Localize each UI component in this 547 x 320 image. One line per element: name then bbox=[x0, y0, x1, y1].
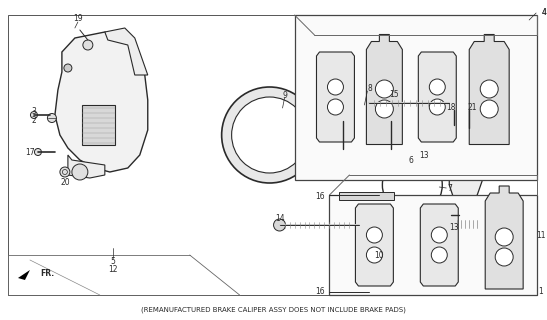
Text: 2: 2 bbox=[32, 116, 36, 124]
Polygon shape bbox=[485, 186, 523, 289]
Circle shape bbox=[83, 40, 93, 50]
Circle shape bbox=[48, 114, 56, 123]
Circle shape bbox=[60, 167, 70, 177]
Text: 18: 18 bbox=[446, 102, 456, 111]
Polygon shape bbox=[420, 204, 458, 286]
Ellipse shape bbox=[344, 121, 375, 149]
Circle shape bbox=[375, 100, 393, 118]
Circle shape bbox=[64, 64, 72, 72]
Circle shape bbox=[495, 228, 513, 246]
Circle shape bbox=[222, 87, 317, 183]
Polygon shape bbox=[356, 204, 393, 286]
Text: 11: 11 bbox=[537, 230, 546, 239]
Circle shape bbox=[231, 97, 307, 173]
Text: 12: 12 bbox=[108, 266, 118, 275]
Circle shape bbox=[31, 111, 37, 118]
Circle shape bbox=[480, 100, 498, 118]
Polygon shape bbox=[469, 35, 509, 145]
Polygon shape bbox=[55, 32, 148, 172]
Circle shape bbox=[427, 244, 435, 252]
Text: 1: 1 bbox=[538, 287, 543, 297]
Bar bbox=[340, 192, 394, 200]
Circle shape bbox=[366, 247, 382, 263]
Circle shape bbox=[398, 129, 426, 157]
Polygon shape bbox=[294, 15, 537, 180]
Text: 4: 4 bbox=[542, 7, 546, 17]
Text: 16: 16 bbox=[315, 287, 324, 297]
Polygon shape bbox=[317, 52, 354, 142]
Ellipse shape bbox=[328, 121, 359, 149]
Text: 4: 4 bbox=[541, 7, 546, 17]
Polygon shape bbox=[366, 35, 403, 145]
Circle shape bbox=[391, 121, 434, 165]
Circle shape bbox=[34, 148, 42, 156]
Circle shape bbox=[431, 227, 447, 243]
Text: 13: 13 bbox=[450, 222, 459, 231]
Circle shape bbox=[429, 99, 445, 115]
Polygon shape bbox=[105, 28, 148, 75]
Circle shape bbox=[274, 219, 286, 231]
Text: 19: 19 bbox=[73, 13, 83, 22]
Text: 5: 5 bbox=[110, 258, 115, 267]
Text: 15: 15 bbox=[389, 90, 399, 99]
Text: (REMANUFACTURED BRAKE CALIPER ASSY DOES NOT INCLUDE BRAKE PADS): (REMANUFACTURED BRAKE CALIPER ASSY DOES … bbox=[141, 307, 405, 313]
Text: 8: 8 bbox=[367, 84, 372, 92]
Circle shape bbox=[72, 164, 88, 180]
Text: 13: 13 bbox=[420, 150, 429, 159]
Circle shape bbox=[464, 110, 474, 120]
Text: 9: 9 bbox=[282, 91, 287, 100]
Circle shape bbox=[366, 227, 382, 243]
Polygon shape bbox=[18, 270, 30, 280]
Circle shape bbox=[441, 95, 457, 111]
Text: 21: 21 bbox=[468, 102, 477, 111]
Text: 17: 17 bbox=[25, 148, 35, 156]
Text: 16: 16 bbox=[315, 191, 324, 201]
Text: FR.: FR. bbox=[40, 269, 54, 278]
Circle shape bbox=[429, 79, 445, 95]
Circle shape bbox=[375, 80, 393, 98]
Text: 20: 20 bbox=[60, 178, 69, 187]
Polygon shape bbox=[449, 102, 491, 205]
Polygon shape bbox=[68, 155, 105, 178]
Bar bbox=[344, 121, 391, 149]
Text: 10: 10 bbox=[375, 251, 384, 260]
Circle shape bbox=[431, 247, 447, 263]
Text: 7: 7 bbox=[447, 183, 452, 193]
Text: 14: 14 bbox=[275, 213, 284, 222]
Circle shape bbox=[328, 79, 344, 95]
Polygon shape bbox=[454, 200, 481, 230]
Circle shape bbox=[480, 80, 498, 98]
Bar bbox=[8, 15, 537, 295]
Circle shape bbox=[386, 246, 393, 254]
Circle shape bbox=[328, 99, 344, 115]
Text: 3: 3 bbox=[32, 107, 37, 116]
Text: 6: 6 bbox=[409, 156, 414, 164]
Polygon shape bbox=[329, 195, 537, 295]
Polygon shape bbox=[82, 105, 115, 145]
Circle shape bbox=[449, 209, 460, 221]
Circle shape bbox=[449, 110, 459, 120]
Circle shape bbox=[495, 248, 513, 266]
Polygon shape bbox=[418, 52, 456, 142]
